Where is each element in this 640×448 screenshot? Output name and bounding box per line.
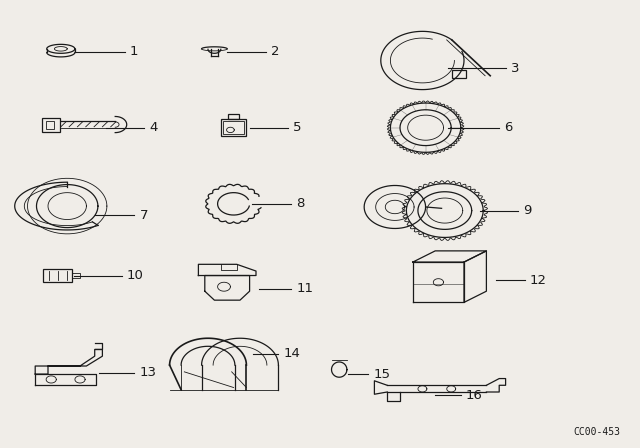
Text: 8: 8 [296, 197, 305, 211]
Bar [223, 121, 244, 134]
Text: 7: 7 [140, 208, 148, 222]
Text: 11: 11 [296, 282, 314, 296]
Text: 13: 13 [140, 366, 157, 379]
Text: 2: 2 [271, 45, 279, 58]
Text: 15: 15 [373, 367, 390, 381]
Bar [228, 114, 239, 119]
Text: 14: 14 [284, 347, 300, 361]
Text: 16: 16 [466, 388, 483, 402]
Text: CC00-453: CC00-453 [574, 427, 621, 437]
Text: 4: 4 [149, 121, 157, 134]
Text: 3: 3 [511, 61, 519, 75]
Text: 10: 10 [127, 269, 143, 282]
Text: 12: 12 [530, 273, 547, 287]
Text: 5: 5 [293, 121, 301, 134]
Bar [42, 118, 60, 132]
Text: 9: 9 [524, 204, 532, 217]
Bar [44, 269, 72, 282]
Bar [452, 70, 466, 78]
Text: 6: 6 [504, 121, 513, 134]
Text: 1: 1 [130, 45, 138, 58]
Bar [46, 121, 54, 129]
Bar [72, 273, 79, 278]
Bar [221, 119, 246, 136]
